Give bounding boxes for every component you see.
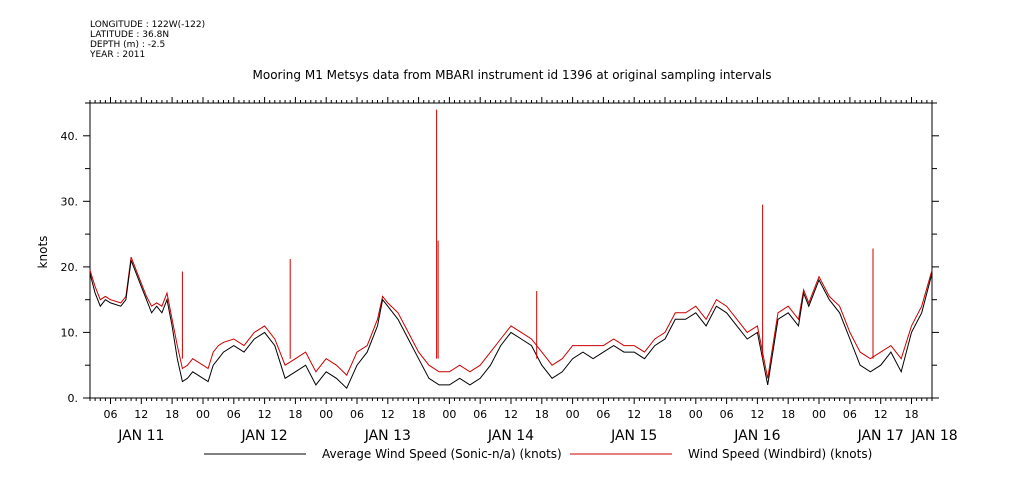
x-hour-tick-label: 12	[874, 408, 888, 421]
meta-longitude: LONGITUDE : 122W(-122)	[90, 20, 206, 30]
x-hour-tick-label: 06	[596, 408, 610, 421]
x-day-label: JAN 16	[733, 428, 780, 444]
tick-labels: 06 12 18 00 06 12 18 00 06 12 18 00 06 12 18 00 06 12 18 00…	[61, 130, 958, 444]
y-tick-label: 20.	[61, 261, 79, 274]
metadata-block: LONGITUDE : 122W(-122) LATITUDE : 36.8N …	[90, 20, 205, 60]
x-hour-tick-label: 18	[288, 408, 302, 421]
axis-ticks	[83, 97, 939, 404]
x-hour-tick-label: 06	[720, 408, 734, 421]
y-tick-label: 0.	[68, 392, 79, 405]
x-hour-tick-label: 12	[381, 408, 395, 421]
series-line-0	[89, 260, 933, 390]
x-day-label: JAN 11	[117, 428, 164, 444]
x-hour-tick-label: 18	[781, 408, 795, 421]
x-day-label: JAN 17	[857, 428, 904, 444]
x-hour-tick-label: 12	[750, 408, 764, 421]
meta-depth: DEPTH (m) : -2.5	[90, 40, 166, 50]
x-hour-tick-label: 12	[504, 408, 518, 421]
legend-label-average: Average Wind Speed (Sonic-n/a) (knots)	[322, 447, 562, 461]
y-tick-label: 30.	[61, 195, 79, 208]
plot-frame	[89, 102, 933, 399]
x-hour-tick-label: 12	[627, 408, 641, 421]
x-hour-tick-label: 00	[442, 408, 456, 421]
x-hour-tick-label: 18	[658, 408, 672, 421]
meta-year: YEAR : 2011	[90, 50, 146, 60]
y-tick-label: 10.	[61, 326, 79, 339]
x-hour-tick-label: 06	[104, 408, 118, 421]
x-hour-tick-label: 12	[134, 408, 148, 421]
x-hour-tick-label: 00	[196, 408, 210, 421]
x-day-label: JAN 15	[610, 428, 657, 444]
y-axis-label: knots	[36, 236, 50, 269]
x-day-label: JAN 12	[240, 428, 287, 444]
legend-label-windbird: Wind Speed (Windbird) (knots)	[688, 447, 872, 461]
x-hour-tick-label: 00	[566, 408, 580, 421]
chart-title: Mooring M1 Metsys data from MBARI instru…	[253, 68, 772, 82]
x-hour-tick-label: 06	[227, 408, 241, 421]
series-line-1	[89, 256, 933, 379]
x-hour-tick-label: 06	[473, 408, 487, 421]
x-hour-tick-label: 18	[165, 408, 179, 421]
x-hour-tick-label: 06	[350, 408, 364, 421]
series-layer	[89, 109, 933, 390]
x-hour-tick-label: 00	[812, 408, 826, 421]
x-hour-tick-label: 12	[258, 408, 272, 421]
meta-latitude: LATITUDE : 36.8N	[90, 30, 170, 40]
x-day-label: JAN 18	[910, 428, 957, 444]
x-day-label: JAN 13	[364, 428, 411, 444]
x-day-label: JAN 14	[487, 428, 534, 444]
x-hour-tick-label: 18	[412, 408, 426, 421]
legend: Average Wind Speed (Sonic-n/a) (knots) W…	[204, 447, 872, 461]
x-hour-tick-label: 00	[319, 408, 333, 421]
x-hour-tick-label: 06	[843, 408, 857, 421]
x-hour-tick-label: 18	[535, 408, 549, 421]
y-tick-label: 40.	[61, 130, 79, 143]
x-hour-tick-label: 18	[905, 408, 919, 421]
x-hour-tick-label: 00	[689, 408, 703, 421]
